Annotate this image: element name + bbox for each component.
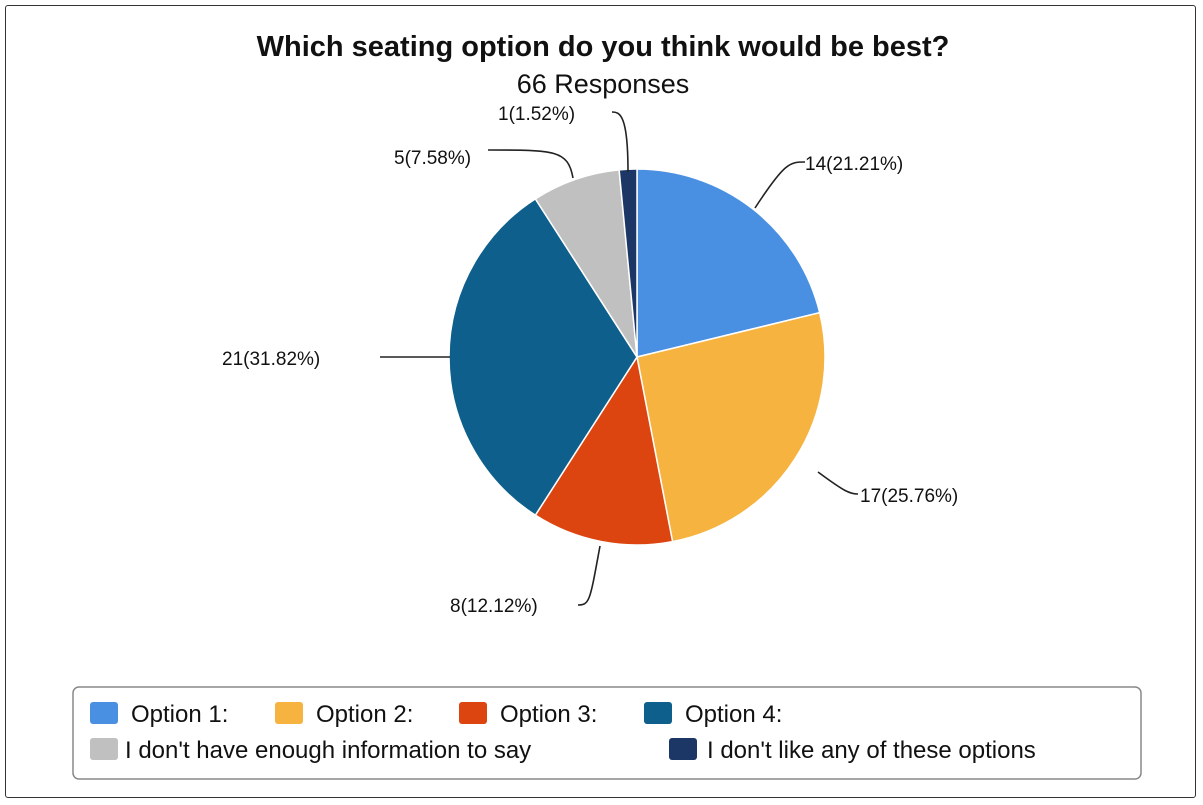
label-leader-line [487,149,574,179]
label-leader-line [611,111,629,173]
legend-swatch [459,702,487,724]
chart-title: Which seating option do you think would … [257,31,950,63]
legend-swatch [644,702,672,724]
pie-slice [636,168,821,358]
legend-label: Option 3: [500,701,597,728]
legend-label: I don't have enough information to say [125,737,531,764]
legend-swatch [90,738,118,760]
pie-slice [636,311,826,543]
legend-label: I don't like any of these options [707,737,1036,764]
chart-subtitle: 66 Responses [517,69,690,99]
label-leader-line [754,161,806,209]
legend-swatch [90,702,118,724]
data-label: 14(21.21%) [805,154,903,175]
data-label: 21(31.82%) [222,349,320,370]
legend-box [72,686,1142,780]
legend-label: Option 1: [131,701,228,728]
label-leader-line [577,545,601,606]
data-label: 1(1.52%) [498,104,575,125]
pie-slice [534,355,674,546]
legend-swatch [669,738,697,760]
data-labels: 14(21.21%) 17(25.76%) 8(12.12%) 21(31.82%) 5… [222,104,958,617]
label-leader-line [817,471,859,495]
legend-label: Option 4: [685,701,782,728]
pie-slices [448,168,826,546]
data-label: 8(12.12%) [450,596,538,617]
data-label: 17(25.76%) [860,486,958,507]
legend: Option 1: Option 2: Option 3: Option 4: I do… [90,701,1036,764]
legend-label: Option 2: [316,701,413,728]
data-label: 5(7.58%) [394,148,471,169]
legend-swatch [275,702,303,724]
